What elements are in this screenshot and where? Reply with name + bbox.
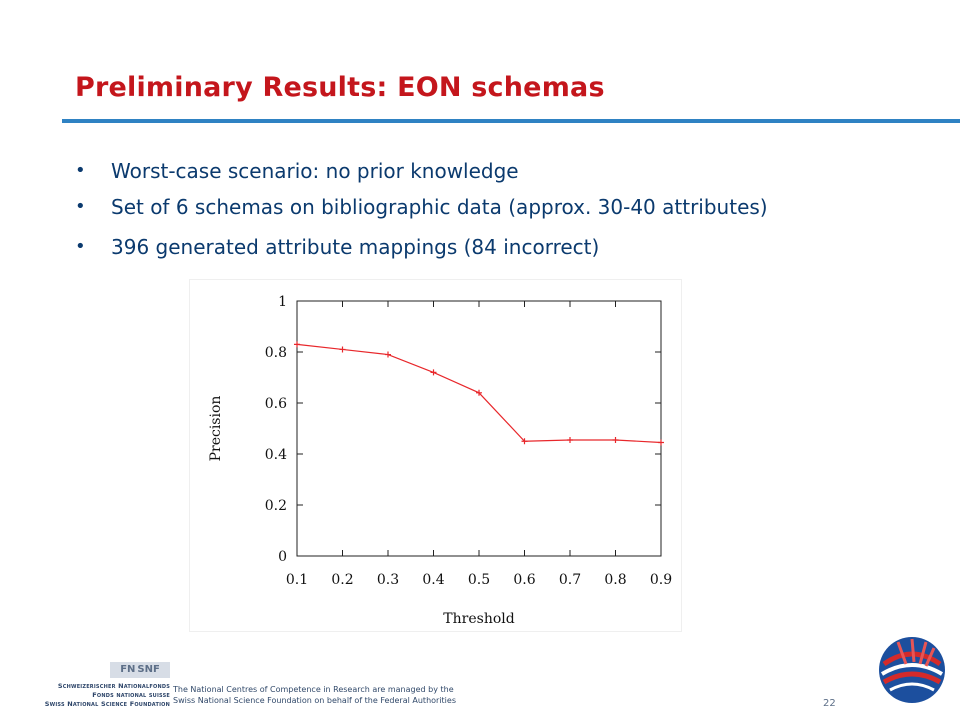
fn-snf-mark: FN SNF	[110, 662, 170, 678]
data-point	[612, 436, 619, 443]
nccr-globe-logo	[879, 637, 945, 703]
data-point	[521, 438, 528, 445]
x-tick-label: 0.3	[377, 572, 399, 588]
slide-title: Preliminary Results: EON schemas	[75, 72, 605, 103]
bullet-text: 396 generated attribute mappings (84 inc…	[111, 235, 600, 259]
bullet-list: • Worst-case scenario: no prior knowledg…	[75, 153, 768, 265]
y-tick-label: 0	[278, 549, 287, 565]
org-name-en: Swiss National Science Foundation	[44, 700, 170, 708]
bullet-item: • Set of 6 schemas on bibliographic data…	[75, 189, 768, 225]
data-point	[294, 341, 300, 348]
snf-logo: FN SNF Schweizerischer Nationalfonds Fon…	[20, 662, 170, 710]
x-tick-label: 0.5	[468, 572, 490, 588]
x-tick-label: 0.1	[286, 572, 308, 588]
x-tick-label: 0.9	[650, 572, 672, 588]
data-point	[385, 351, 391, 358]
y-tick-label: 0.6	[265, 396, 287, 412]
footer-note-line: Swiss National Science Foundation on beh…	[173, 696, 456, 705]
x-tick-label: 0.4	[422, 572, 444, 588]
globe-stripe	[880, 663, 944, 676]
y-tick-label: 0.8	[265, 345, 287, 361]
footer-note: The National Centres of Competence in Re…	[173, 684, 456, 706]
data-point	[339, 346, 346, 353]
y-axis-label: Precision	[208, 396, 224, 462]
y-tick-label: 1	[278, 294, 287, 310]
org-name-fr: Fonds national suisse	[92, 691, 170, 699]
data-point	[476, 389, 482, 396]
org-name-de: Schweizerischer Nationalfonds	[57, 682, 170, 690]
globe-rays	[896, 638, 936, 667]
bullet-text: Set of 6 schemas on bibliographic data (…	[111, 195, 768, 219]
globe-stripe	[889, 682, 935, 692]
footer-note-line: The National Centres of Competence in Re…	[173, 685, 454, 694]
bullet-item: • 396 generated attribute mappings (84 i…	[75, 229, 768, 265]
chart-svg: 0 0.2 0.4 0.6 0.8 1 0.1 0.2 0.3 0.4 0.5 0.6 0.7 0.8 0.…	[208, 294, 672, 627]
x-tick-label: 0.8	[604, 572, 626, 588]
precision-chart: 0 0.2 0.4 0.6 0.8 1 0.1 0.2 0.3 0.4 0.5 0.6 0.7 0.8 0.…	[189, 279, 682, 632]
x-axis-label: Threshold	[443, 611, 514, 627]
bullet-item: • Worst-case scenario: no prior knowledg…	[75, 153, 768, 189]
title-underline	[62, 119, 960, 123]
bullet-icon: •	[75, 160, 86, 181]
plot-frame	[296, 300, 662, 557]
x-tick-label: 0.6	[513, 572, 535, 588]
y-tick-label: 0.2	[265, 498, 287, 514]
y-tick-label: 0.4	[265, 447, 287, 463]
bullet-text: Worst-case scenario: no prior knowledge	[111, 159, 519, 183]
data-point	[430, 369, 437, 376]
x-tick-label: 0.2	[331, 572, 353, 588]
x-tick-label: 0.7	[559, 572, 581, 588]
data-point	[658, 439, 664, 446]
data-point	[567, 436, 573, 443]
globe-stripe	[882, 671, 942, 685]
bullet-icon: •	[75, 236, 86, 257]
page-number: 22	[823, 698, 836, 709]
bullet-icon: •	[75, 196, 86, 217]
